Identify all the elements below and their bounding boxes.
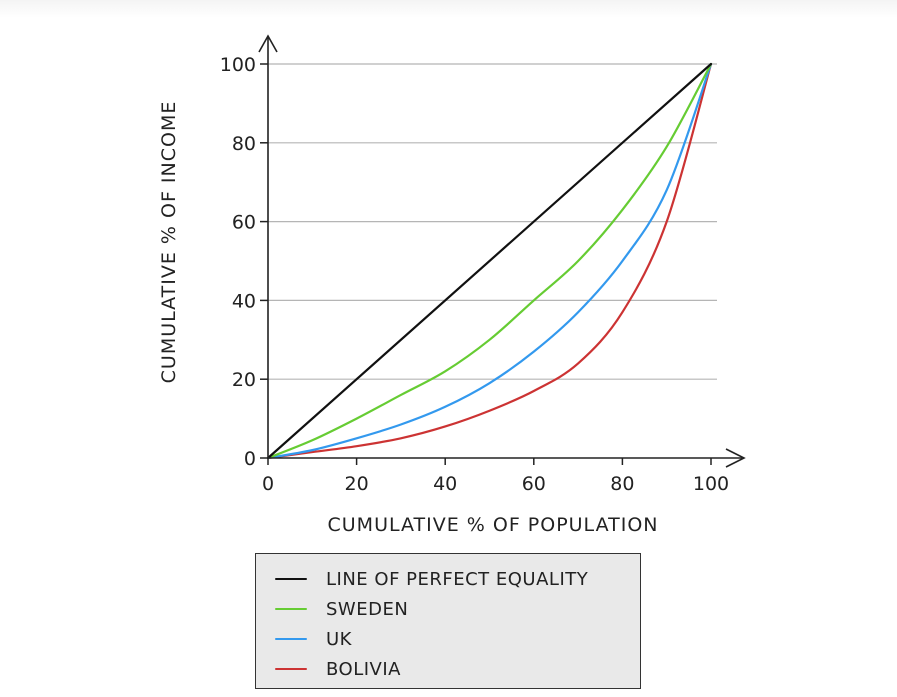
tick-labels: 0 20 40 60 80 100 0 20 40 60 80 100 bbox=[220, 54, 729, 495]
legend-swatch-uk bbox=[275, 637, 307, 641]
series-line-bolivia bbox=[266, 62, 713, 460]
y-axis-arrowhead bbox=[258, 34, 278, 53]
legend-item-equality: LINE OF PERFECT EQUALITY bbox=[256, 564, 640, 594]
top-edge-bar bbox=[0, 0, 897, 18]
x-tick-label-20: 20 bbox=[345, 473, 369, 495]
y-tick-label-0: 0 bbox=[244, 448, 256, 470]
legend-label-equality: LINE OF PERFECT EQUALITY bbox=[326, 568, 589, 590]
x-tick-label-100: 100 bbox=[693, 473, 729, 495]
y-tick-label-40: 40 bbox=[232, 290, 256, 312]
y-tick-label-60: 60 bbox=[232, 212, 256, 234]
legend-swatch-bolivia bbox=[275, 667, 307, 671]
gridlines bbox=[268, 63, 717, 380]
series-line-sweden bbox=[266, 62, 713, 460]
legend-label-sweden: SWEDEN bbox=[326, 598, 409, 620]
x-axis-arrowhead bbox=[725, 448, 746, 468]
axes bbox=[258, 34, 746, 468]
legend: LINE OF PERFECT EQUALITY SWEDEN UK BOLIV… bbox=[255, 553, 641, 689]
legend-item-bolivia: BOLIVIA bbox=[256, 654, 640, 684]
x-tick-label-60: 60 bbox=[522, 473, 546, 495]
series-line-uk bbox=[266, 62, 713, 460]
y-axis-title: CUMULATIVE % OF INCOME bbox=[158, 101, 180, 384]
y-tick-label-20: 20 bbox=[232, 369, 256, 391]
x-tick-label-80: 80 bbox=[610, 473, 634, 495]
legend-swatch-equality bbox=[275, 577, 307, 581]
series-line-line-of-perfect-equality bbox=[266, 62, 713, 460]
legend-item-sweden: SWEDEN bbox=[256, 594, 640, 624]
y-tick-label-100: 100 bbox=[220, 54, 256, 76]
lorenz-curve-chart: 0 20 40 60 80 100 0 20 40 60 80 100 CUMULATIVE % OF… bbox=[158, 34, 746, 536]
x-tick-label-40: 40 bbox=[433, 473, 457, 495]
legend-item-uk: UK bbox=[256, 624, 640, 654]
legend-label-bolivia: BOLIVIA bbox=[326, 658, 401, 680]
y-tick-label-80: 80 bbox=[232, 133, 256, 155]
series-lines bbox=[266, 62, 713, 460]
legend-swatch-sweden bbox=[275, 607, 307, 611]
x-tick-label-0: 0 bbox=[262, 473, 274, 495]
x-axis-title: CUMULATIVE % OF POPULATION bbox=[328, 514, 659, 536]
legend-label-uk: UK bbox=[326, 628, 352, 650]
